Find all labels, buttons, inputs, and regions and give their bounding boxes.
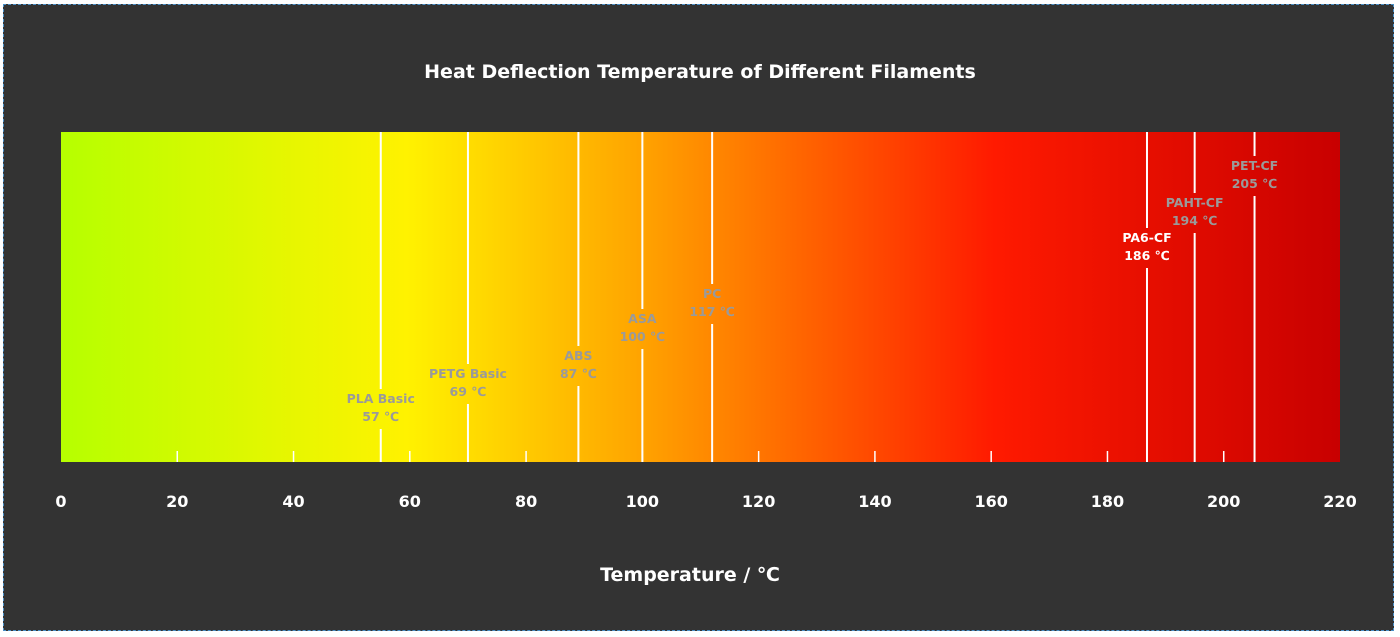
marker-name-label: PET-CF <box>1231 158 1278 173</box>
marker-name-label: ASA <box>628 311 657 326</box>
x-tick-label: 20 <box>166 492 188 511</box>
marker-name-label: PLA Basic <box>347 391 415 406</box>
marker-value-label: 100 ℃ <box>620 329 666 344</box>
x-tick-label: 0 <box>55 492 66 511</box>
x-tick-label: 120 <box>742 492 775 511</box>
marker-name-label: PETG Basic <box>429 366 507 381</box>
chart-title: Heat Deflection Temperature of Different… <box>424 61 976 83</box>
marker-value-label: 194 ℃ <box>1172 213 1218 228</box>
x-tick-label: 100 <box>626 492 659 511</box>
x-tick-label: 220 <box>1323 492 1356 511</box>
x-tick-label: 80 <box>515 492 537 511</box>
x-tick-label: 200 <box>1207 492 1240 511</box>
filament-markers: PLA Basic 57 ℃ PETG Basic 69 ℃ ABS 87 ℃ ASA 100… <box>347 132 1278 462</box>
marker-value-label: 117 ℃ <box>689 304 735 319</box>
x-tick-label: 140 <box>858 492 891 511</box>
marker-name-label: PA6-CF <box>1122 230 1171 245</box>
marker-name-label: PAHT-CF <box>1166 195 1224 210</box>
marker-name-label: ABS <box>564 348 592 363</box>
temperature-gradient-bar <box>61 132 1340 462</box>
marker-value-label: 205 ℃ <box>1232 176 1278 191</box>
marker-name-label: PC <box>703 286 721 301</box>
marker-value-label: 186 ℃ <box>1124 248 1170 263</box>
x-tick-label: 60 <box>399 492 421 511</box>
heat-deflection-chart: Heat Deflection Temperature of Different… <box>55 61 1356 586</box>
chart-frame: Heat Deflection Temperature of Different… <box>3 4 1394 631</box>
marker-value-label: 87 ℃ <box>560 366 597 381</box>
marker-value-label: 69 ℃ <box>450 384 487 399</box>
x-axis-tick-labels: 0 20 40 60 80 100 120 140 160 180 200 220 <box>55 492 1356 511</box>
x-tick-label: 40 <box>282 492 304 511</box>
x-axis-title: Temperature / ℃ <box>600 564 780 586</box>
x-tick-label: 160 <box>974 492 1007 511</box>
marker-value-label: 57 ℃ <box>362 409 399 424</box>
x-tick-label: 180 <box>1091 492 1124 511</box>
